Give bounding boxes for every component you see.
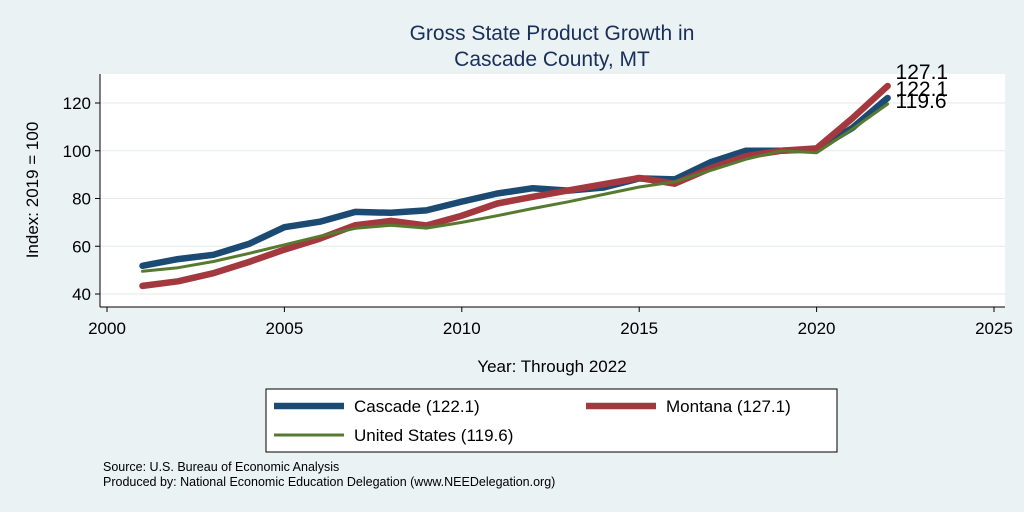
legend-box (265, 388, 838, 453)
chart-title-line-2: Cascade County, MT (454, 48, 650, 71)
series-lines (139, 82, 891, 290)
x-tick-label-2000: 2000 (88, 319, 126, 338)
end-label-cascade: 122.1 (896, 78, 949, 101)
chart-title-line-1: Gross State Product Growth in (410, 22, 695, 45)
produced-by-note: Produced by: National Economic Education… (103, 475, 556, 489)
series-line-united-states (141, 102, 890, 273)
legend-label-montana: Montana (127.1) (666, 397, 791, 416)
y-axis-label: Index: 2019 = 100 (23, 122, 42, 259)
legend-label-cascade: Cascade (122.1) (354, 397, 480, 416)
x-tick-label-2025: 2025 (975, 319, 1013, 338)
end-label-montana: 127.1 (896, 61, 949, 84)
series-line-montana (139, 82, 891, 290)
legend: Cascade (122.1) Montana (127.1) United Sta… (265, 388, 838, 453)
axes: 40 60 80 100 120 2000 2005 2010 2015 2020 2025 (63, 74, 1013, 338)
y-tick-label-40: 40 (72, 285, 91, 304)
end-label-united-states: 119.6 (896, 90, 947, 113)
x-tick-label-2020: 2020 (798, 319, 836, 338)
y-tick-label-120: 120 (63, 94, 91, 113)
y-tick-label-80: 80 (72, 190, 91, 209)
source-note: Source: U.S. Bureau of Economic Analysis (103, 460, 340, 474)
y-tick-label-60: 60 (72, 237, 91, 256)
legend-label-united-states: United States (119.6) (354, 426, 513, 445)
x-tick-label-2015: 2015 (620, 319, 658, 338)
x-tick-label-2010: 2010 (443, 319, 481, 338)
x-tick-label-2005: 2005 (265, 319, 303, 338)
y-tick-label-100: 100 (63, 142, 91, 161)
x-axis-label: Year: Through 2022 (477, 357, 626, 376)
